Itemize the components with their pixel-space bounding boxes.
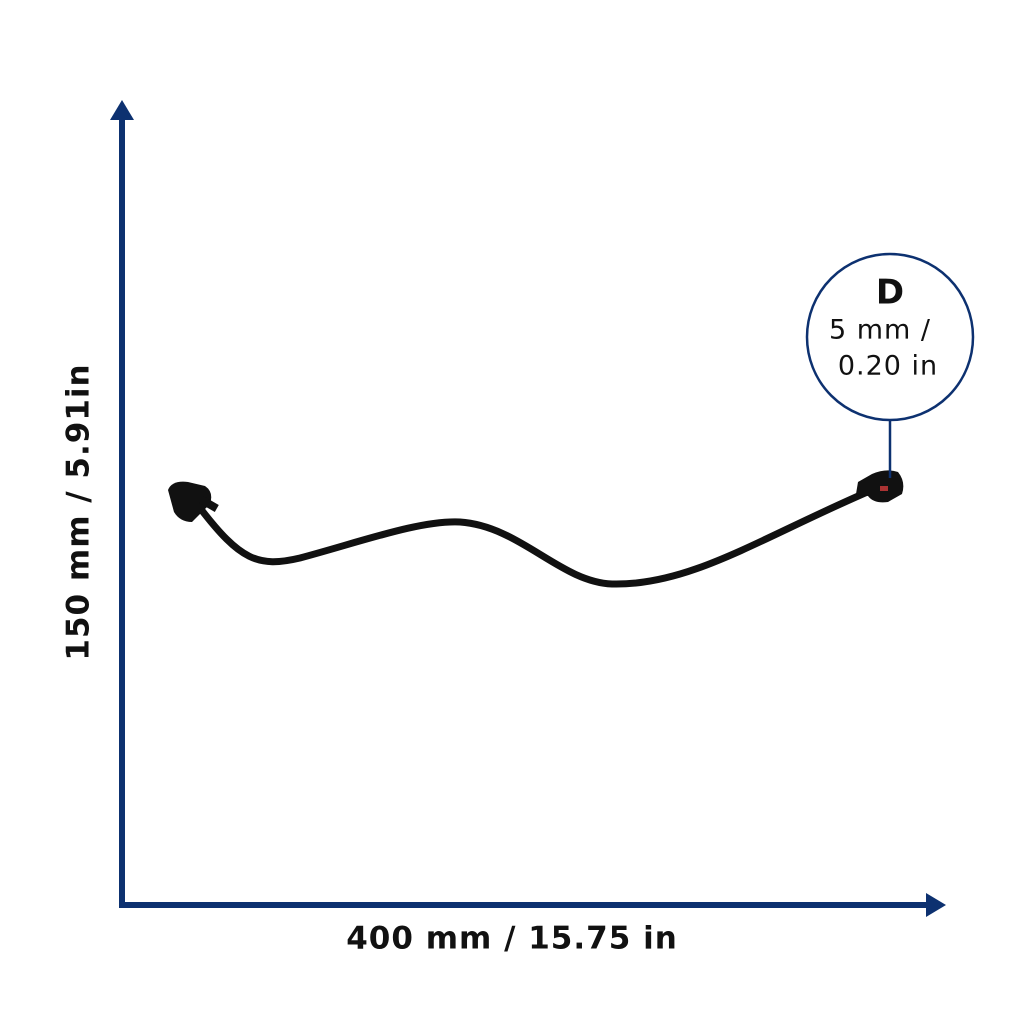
left-connector xyxy=(168,481,219,522)
callout-letter: D xyxy=(876,273,904,313)
cable xyxy=(196,486,876,588)
right-connector xyxy=(856,470,904,503)
callout-line: 5 mm / xyxy=(829,315,931,346)
height-arrow xyxy=(110,100,134,120)
width-arrow xyxy=(926,893,946,917)
callout-circle xyxy=(805,252,975,422)
height-label: 150 mm / 5.91in xyxy=(61,363,97,660)
connector-seal xyxy=(880,486,888,491)
callout-line: 0.20 in xyxy=(838,351,938,382)
width-label: 400 mm / 15.75 in xyxy=(346,921,678,957)
